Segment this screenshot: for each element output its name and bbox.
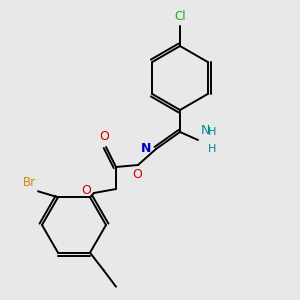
- Text: N: N: [201, 124, 210, 137]
- Text: O: O: [132, 168, 142, 181]
- Text: O: O: [99, 130, 109, 143]
- Text: O: O: [81, 184, 91, 197]
- Text: H: H: [208, 144, 216, 154]
- Text: Br: Br: [23, 176, 36, 189]
- Text: N: N: [141, 142, 151, 155]
- Text: H: H: [208, 127, 216, 137]
- Text: Cl: Cl: [174, 10, 186, 23]
